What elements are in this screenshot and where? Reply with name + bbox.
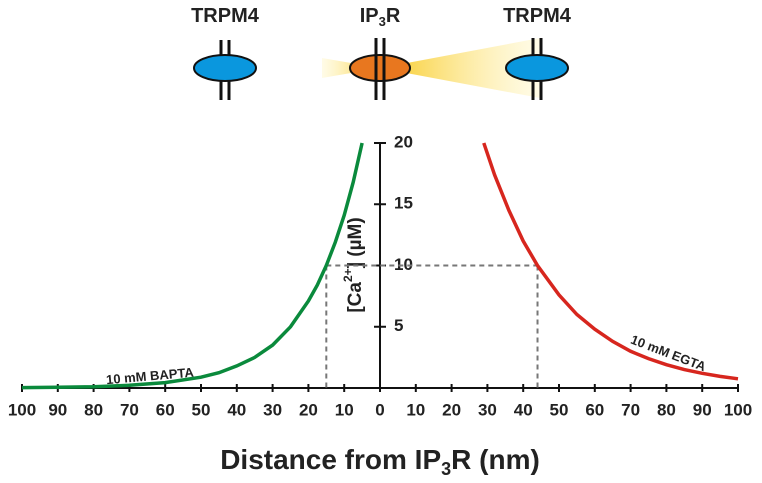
x-tick-label: 30 <box>263 400 282 419</box>
ip3r-channel <box>349 38 411 100</box>
channel-label: TRPM4 <box>503 5 572 27</box>
x-tick-label: 20 <box>299 400 318 419</box>
x-tick-label: 0 <box>375 400 384 419</box>
x-axis-label: Distance from IP3R (nm) <box>220 444 540 478</box>
x-tick-label: 60 <box>585 400 604 419</box>
y-tick-label: 10 <box>394 255 413 274</box>
curve <box>21 142 364 390</box>
y-tick-label: 5 <box>394 316 403 335</box>
calcium-cone <box>380 38 540 98</box>
x-tick-label: 20 <box>442 400 461 419</box>
channel-label: TRPM4 <box>191 5 260 27</box>
trpm4-channel <box>193 40 257 100</box>
y-tick-label: 15 <box>394 194 413 213</box>
y-axis-label: [Ca2+] (µM) <box>341 217 366 312</box>
x-tick-label: 100 <box>724 400 752 419</box>
x-tick-label: 50 <box>192 400 211 419</box>
x-tick-label: 70 <box>120 400 139 419</box>
x-tick-label: 90 <box>48 400 67 419</box>
curve <box>482 142 739 381</box>
x-tick-label: 10 <box>406 400 425 419</box>
y-tick-label: 20 <box>394 132 413 151</box>
x-tick-label: 80 <box>84 400 103 419</box>
x-tick-label: 30 <box>478 400 497 419</box>
x-tick-label: 10 <box>335 400 354 419</box>
x-tick-label: 50 <box>550 400 569 419</box>
x-tick-label: 40 <box>227 400 246 419</box>
x-tick-label: 70 <box>621 400 640 419</box>
channel-label: IP3R <box>360 5 401 29</box>
trpm4-channel <box>505 38 569 100</box>
x-tick-label: 80 <box>657 400 676 419</box>
schematic: TRPM4 IP3R TRPM4 <box>191 5 572 100</box>
x-tick-label: 90 <box>693 400 712 419</box>
x-tick-label: 100 <box>8 400 36 419</box>
series-label: 10 mM EGTA <box>629 332 709 375</box>
x-tick-label: 60 <box>156 400 175 419</box>
x-tick-label: 40 <box>514 400 533 419</box>
